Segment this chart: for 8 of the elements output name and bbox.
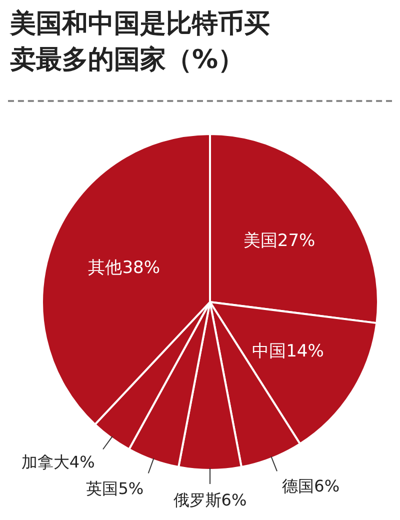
slice-label: 加拿大4% [21, 452, 95, 472]
chart-title: 美国和中国是比特币买卖最多的国家（%） [10, 8, 271, 77]
slice-label: 其他38% [88, 258, 160, 278]
slice-label: 德国6% [282, 476, 340, 496]
slice-label: 俄罗斯6% [173, 490, 247, 510]
slice-label: 中国14% [252, 342, 324, 362]
slice-label: 美国27% [243, 230, 316, 251]
slice-label: 英国5% [86, 478, 144, 498]
